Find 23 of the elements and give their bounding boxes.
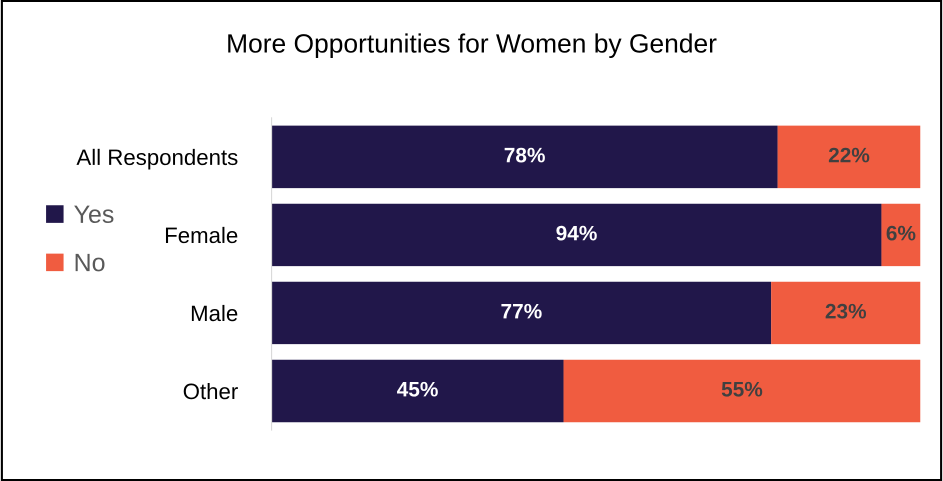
data-label: 22% [828, 148, 870, 162]
bar [272, 126, 778, 188]
data-label: 6% [886, 226, 916, 240]
bar [771, 282, 920, 344]
y-tick-label: All Respondents [76, 148, 238, 170]
bar [272, 204, 882, 266]
y-tick-label: Male [192, 304, 238, 322]
data-label: 94% [556, 226, 597, 240]
bar [272, 360, 564, 422]
data-label: 23% [826, 304, 866, 319]
bar [272, 282, 772, 344]
data-label: 55% [722, 382, 762, 397]
bar [881, 204, 920, 266]
chart-title: More Opportunities for Women by Gender [228, 33, 717, 58]
data-label: 45% [397, 382, 438, 397]
legend-label: No [76, 254, 104, 272]
legend-label: Yes [74, 206, 114, 224]
data-label: 78% [504, 148, 545, 162]
bar [564, 360, 920, 422]
y-tick-label: Female [166, 226, 238, 244]
data-label: 77% [501, 304, 542, 318]
y-tick-label: Other [184, 382, 238, 400]
bar [778, 126, 920, 188]
